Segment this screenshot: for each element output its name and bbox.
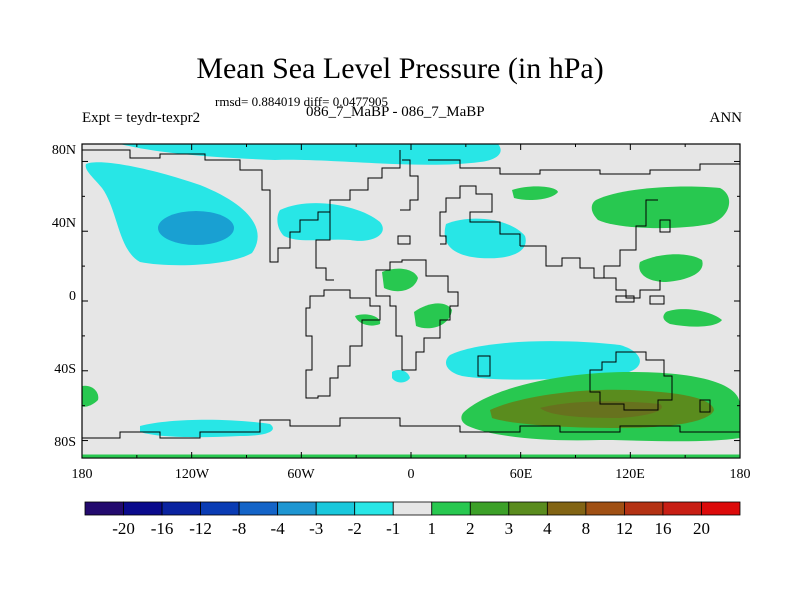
coastline-japan: [659, 219, 671, 233]
experiment-label: Expt = teydr-texpr2: [82, 110, 201, 126]
x-tick-label: 120E: [615, 467, 645, 482]
region-southern-pacific-low: [140, 419, 273, 438]
y-tick-label: 40S: [54, 362, 76, 377]
colorbar-label: 1: [428, 519, 437, 538]
coastline-africa: [375, 259, 459, 371]
colorbar-box: [238, 501, 279, 516]
season-label: ANN: [709, 110, 743, 126]
rmsd-diff-stats: rmsd= 0.884019 diff= 0.0477905: [215, 94, 388, 109]
colorbar-label: -8: [232, 519, 246, 538]
colorbar: -20 -16 -12 -8 -4 -3 -2 -1 1 2 3 4 8 12 16 20: [84, 501, 741, 538]
colorbar-label: 20: [693, 519, 710, 538]
coastline-new-zealand: [699, 399, 711, 413]
region-east-pacific-high: [663, 309, 722, 327]
coastline-arabia-india: [520, 199, 658, 279]
colorbar-label: -12: [189, 519, 212, 538]
coastline-maritime: [615, 295, 665, 305]
colorbar-label: -20: [112, 519, 135, 538]
region-east-asia-high: [639, 254, 703, 282]
colorbar-label: 4: [543, 519, 552, 538]
colorbar-label: 12: [616, 519, 633, 538]
y-tick-label: 0: [69, 289, 76, 304]
region-east-africa-high: [414, 303, 452, 329]
coastline-australia: [589, 351, 673, 411]
coastline-madagascar: [477, 355, 491, 377]
coastline-greenland: [400, 159, 419, 211]
colorbar-label: 2: [466, 519, 475, 538]
coastline-southeast-asia: [604, 277, 661, 299]
tick-marks: [81, 144, 741, 458]
region-north-pacific-low-core: [158, 211, 234, 245]
coastlines: [82, 149, 740, 439]
region-west-pacific-high: [591, 186, 730, 229]
coastline-south-america: [305, 289, 381, 399]
colorbar-box: [585, 501, 625, 516]
region-north-africa-high: [382, 268, 418, 292]
colorbar-label: 8: [582, 519, 591, 538]
region-southern-ocean-core-2: [540, 401, 662, 418]
colorbar-box: [161, 501, 201, 516]
coastline-greenland-tip: [397, 235, 411, 245]
colorbar-box: [701, 501, 741, 516]
colorbar-box: [546, 501, 587, 516]
colorbar-box: [315, 501, 356, 516]
region-siberia-high: [512, 186, 558, 200]
colorbar-box: [431, 501, 471, 516]
colorbar-box: [662, 501, 702, 516]
page-title: Mean Sea Level Pressure (in hPa): [196, 52, 604, 85]
colorbar-box: [84, 501, 124, 516]
coastline-antarctica: [82, 417, 740, 439]
x-tick-label: 60W: [287, 467, 315, 482]
colorbar-box: [123, 501, 163, 516]
colorbar-label: -4: [271, 519, 286, 538]
x-tick-label: 0: [408, 467, 415, 482]
colorbar-label: -2: [348, 519, 362, 538]
colorbar-box: [354, 501, 394, 516]
y-tick-label: 80S: [54, 435, 76, 450]
colorbar-label: -16: [151, 519, 174, 538]
case-label: 086_7_MaBP - 086_7_MaBP: [306, 104, 485, 120]
coastline-north-america: [82, 149, 401, 263]
coastline-europe: [439, 185, 521, 246]
coastline-eurasia: [428, 159, 740, 175]
colorbar-box: [469, 501, 510, 516]
colorbar-label: -1: [386, 519, 400, 538]
coastline-central-america: [315, 211, 334, 281]
region-south-atlantic-low-b: [392, 370, 410, 383]
y-tick-label: 80N: [52, 143, 76, 158]
region-atlantic-high: [82, 385, 99, 407]
colorbar-box: [392, 501, 433, 516]
colorbar-box: [624, 501, 664, 516]
colorbar-box: [508, 501, 548, 516]
x-tick-label: 180: [730, 467, 751, 482]
x-tick-label: 180: [72, 467, 93, 482]
colorbar-box: [200, 501, 240, 516]
colorbar-label: -3: [309, 519, 323, 538]
x-tick-label: 120W: [175, 467, 210, 482]
colorbar-label: 16: [654, 519, 671, 538]
y-tick-label: 40N: [52, 216, 76, 231]
region-mediterranean-low: [444, 218, 526, 259]
x-tick-label: 60E: [510, 467, 533, 482]
colorbar-box: [277, 501, 317, 516]
colorbar-label: 3: [505, 519, 514, 538]
